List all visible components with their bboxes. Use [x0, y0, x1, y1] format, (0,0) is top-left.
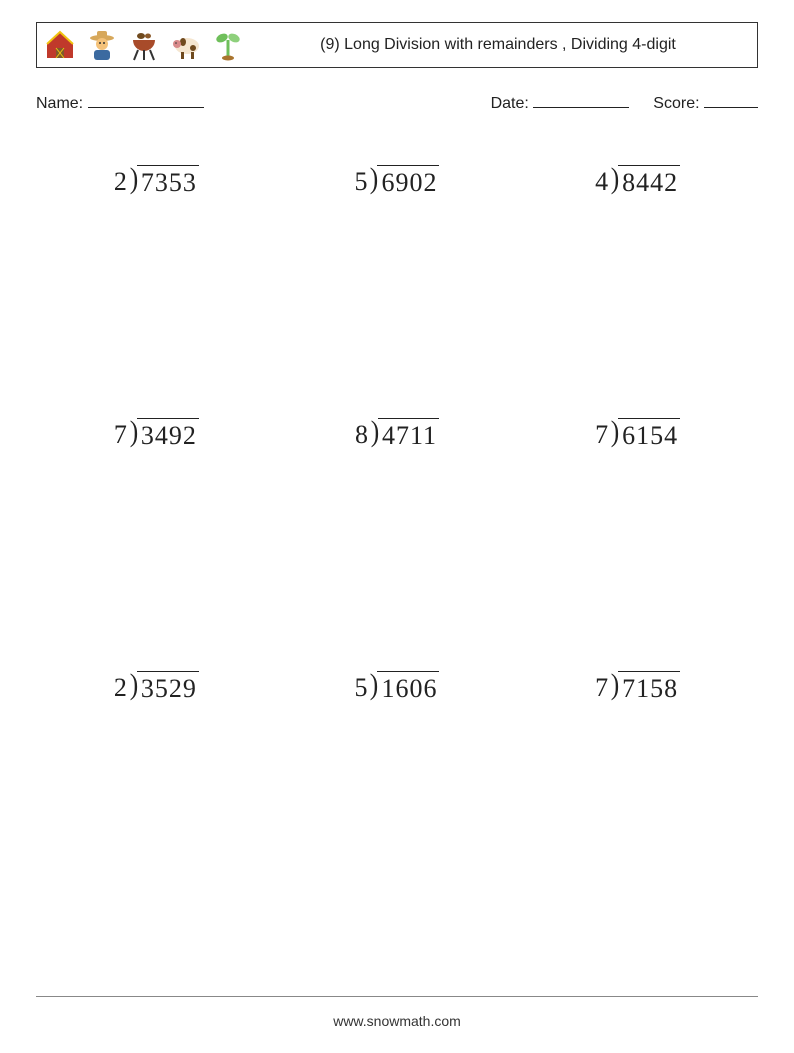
- problem-2: 5)6902: [354, 165, 439, 198]
- barn-icon: [43, 28, 77, 62]
- problem-1: 2)7353: [114, 165, 199, 198]
- worksheet-title: (9) Long Division with remainders , Divi…: [245, 35, 751, 54]
- footer-divider: [36, 996, 758, 997]
- division-bracket: ): [371, 419, 380, 445]
- division-bracket: ): [611, 166, 620, 192]
- meta-row: Name: Date: Score:: [36, 92, 758, 113]
- divisor: 2: [114, 671, 127, 703]
- divisor: 2: [114, 165, 127, 197]
- farmer-icon: [85, 28, 119, 62]
- dividend: 7158: [618, 671, 680, 704]
- division-bracket: ): [130, 672, 139, 698]
- divisor: 7: [595, 418, 608, 450]
- header-icons: [43, 28, 245, 62]
- score-label: Score:: [653, 95, 699, 112]
- dividend: 3529: [137, 671, 199, 704]
- name-label: Name:: [36, 95, 83, 112]
- problem-7: 2)3529: [114, 671, 199, 704]
- dividend: 3492: [137, 418, 199, 451]
- cow-icon: [169, 28, 203, 62]
- problem-9: 7)7158: [595, 671, 680, 704]
- date-blank[interactable]: [533, 92, 629, 108]
- divisor: 7: [595, 671, 608, 703]
- division-bracket: ): [611, 419, 620, 445]
- problem-5: 8)4711: [355, 418, 439, 451]
- division-bracket: ): [611, 672, 620, 698]
- sprout-icon: [211, 28, 245, 62]
- bbq-icon: [127, 28, 161, 62]
- dividend: 6154: [618, 418, 680, 451]
- problem-3: 4)8442: [595, 165, 680, 198]
- division-bracket: ): [130, 166, 139, 192]
- problems-grid: 2)7353 5)6902 4)8442 7)3492 8)4711 7)615…: [36, 165, 758, 704]
- dividend: 6902: [377, 165, 439, 198]
- division-bracket: ): [130, 419, 139, 445]
- divisor: 4: [595, 165, 608, 197]
- dividend: 7353: [137, 165, 199, 198]
- header-box: (9) Long Division with remainders , Divi…: [36, 22, 758, 68]
- name-field: Name:: [36, 92, 491, 113]
- divisor: 5: [354, 165, 367, 197]
- dividend: 1606: [377, 671, 439, 704]
- problem-6: 7)6154: [595, 418, 680, 451]
- name-blank[interactable]: [88, 92, 204, 108]
- divisor: 8: [355, 418, 368, 450]
- division-bracket: ): [370, 166, 379, 192]
- date-label: Date:: [491, 95, 529, 112]
- division-bracket: ): [370, 672, 379, 698]
- score-field: Score:: [653, 92, 758, 113]
- divisor: 7: [114, 418, 127, 450]
- problem-8: 5)1606: [354, 671, 439, 704]
- footer-text: www.snowmath.com: [0, 1013, 794, 1029]
- divisor: 5: [354, 671, 367, 703]
- problem-4: 7)3492: [114, 418, 199, 451]
- dividend: 4711: [378, 418, 439, 451]
- score-blank[interactable]: [704, 92, 758, 108]
- date-field: Date:: [491, 92, 630, 113]
- dividend: 8442: [618, 165, 680, 198]
